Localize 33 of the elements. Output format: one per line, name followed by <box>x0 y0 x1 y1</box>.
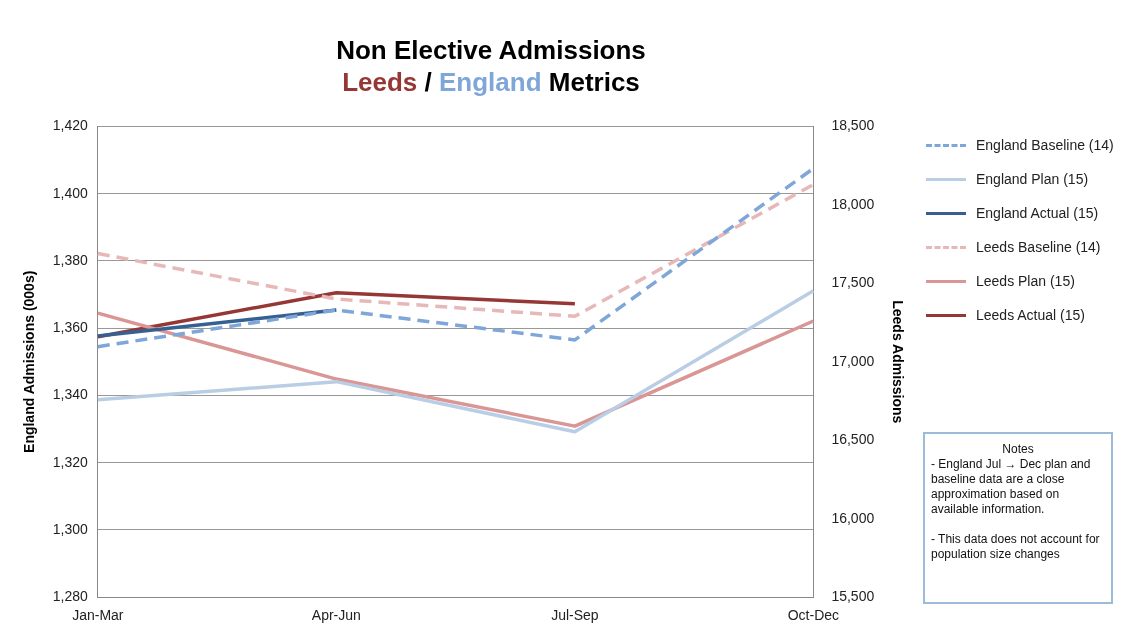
x-tick-label: Jul-Sep <box>551 607 599 624</box>
y-tick-label: 1,380 <box>52 251 89 268</box>
legend-label: England Baseline (14) <box>976 136 1115 154</box>
text: - This data does not account for population size changes <box>931 532 1101 562</box>
text: - England Jul → Dec plan and baseline data are a close approximation based on available information. <box>931 457 1092 517</box>
line-series <box>96 182 816 319</box>
x-tick-label: Oct-Dec <box>787 607 840 624</box>
y-axis-title: England Admissions (000s) <box>21 270 38 453</box>
y2-tick-label: 18,000 <box>831 195 875 212</box>
y-tick-label: 1,280 <box>52 588 89 605</box>
y-tick-label: 1,320 <box>52 453 89 470</box>
legend-label: England Plan (15) <box>976 170 1090 188</box>
y-tick-label: 1,400 <box>52 184 89 201</box>
legend-label: Leeds Actual (15) <box>976 306 1086 324</box>
y2-tick-label: 17,500 <box>831 274 875 291</box>
legend-label: Leeds Baseline (14) <box>976 238 1102 256</box>
legend-label: Leeds Plan (15) <box>976 272 1076 290</box>
x-tick-label: Apr-Jun <box>311 607 361 624</box>
y-tick-label: 1,300 <box>52 520 89 537</box>
y2-tick-label: 16,500 <box>831 431 875 448</box>
y2-tick-label: 16,000 <box>831 509 875 526</box>
text: Notes <box>1001 442 1035 457</box>
chart-title: Non Elective Admissions <box>335 34 647 66</box>
y2-tick-label: 17,000 <box>831 352 875 369</box>
x-tick-label: Jan-Mar <box>72 607 124 624</box>
legend-label: England Actual (15) <box>976 204 1100 222</box>
chart-subtitle: Leeds / England Metrics <box>342 67 640 97</box>
y2-axis-title: Leeds Admissions <box>889 300 906 424</box>
y2-tick-label: 15,500 <box>831 588 875 605</box>
y-tick-label: 1,420 <box>52 117 89 134</box>
y-tick-label: 1,360 <box>52 319 89 336</box>
y-tick-label: 1,340 <box>52 386 89 403</box>
y2-tick-label: 18,500 <box>831 117 875 134</box>
